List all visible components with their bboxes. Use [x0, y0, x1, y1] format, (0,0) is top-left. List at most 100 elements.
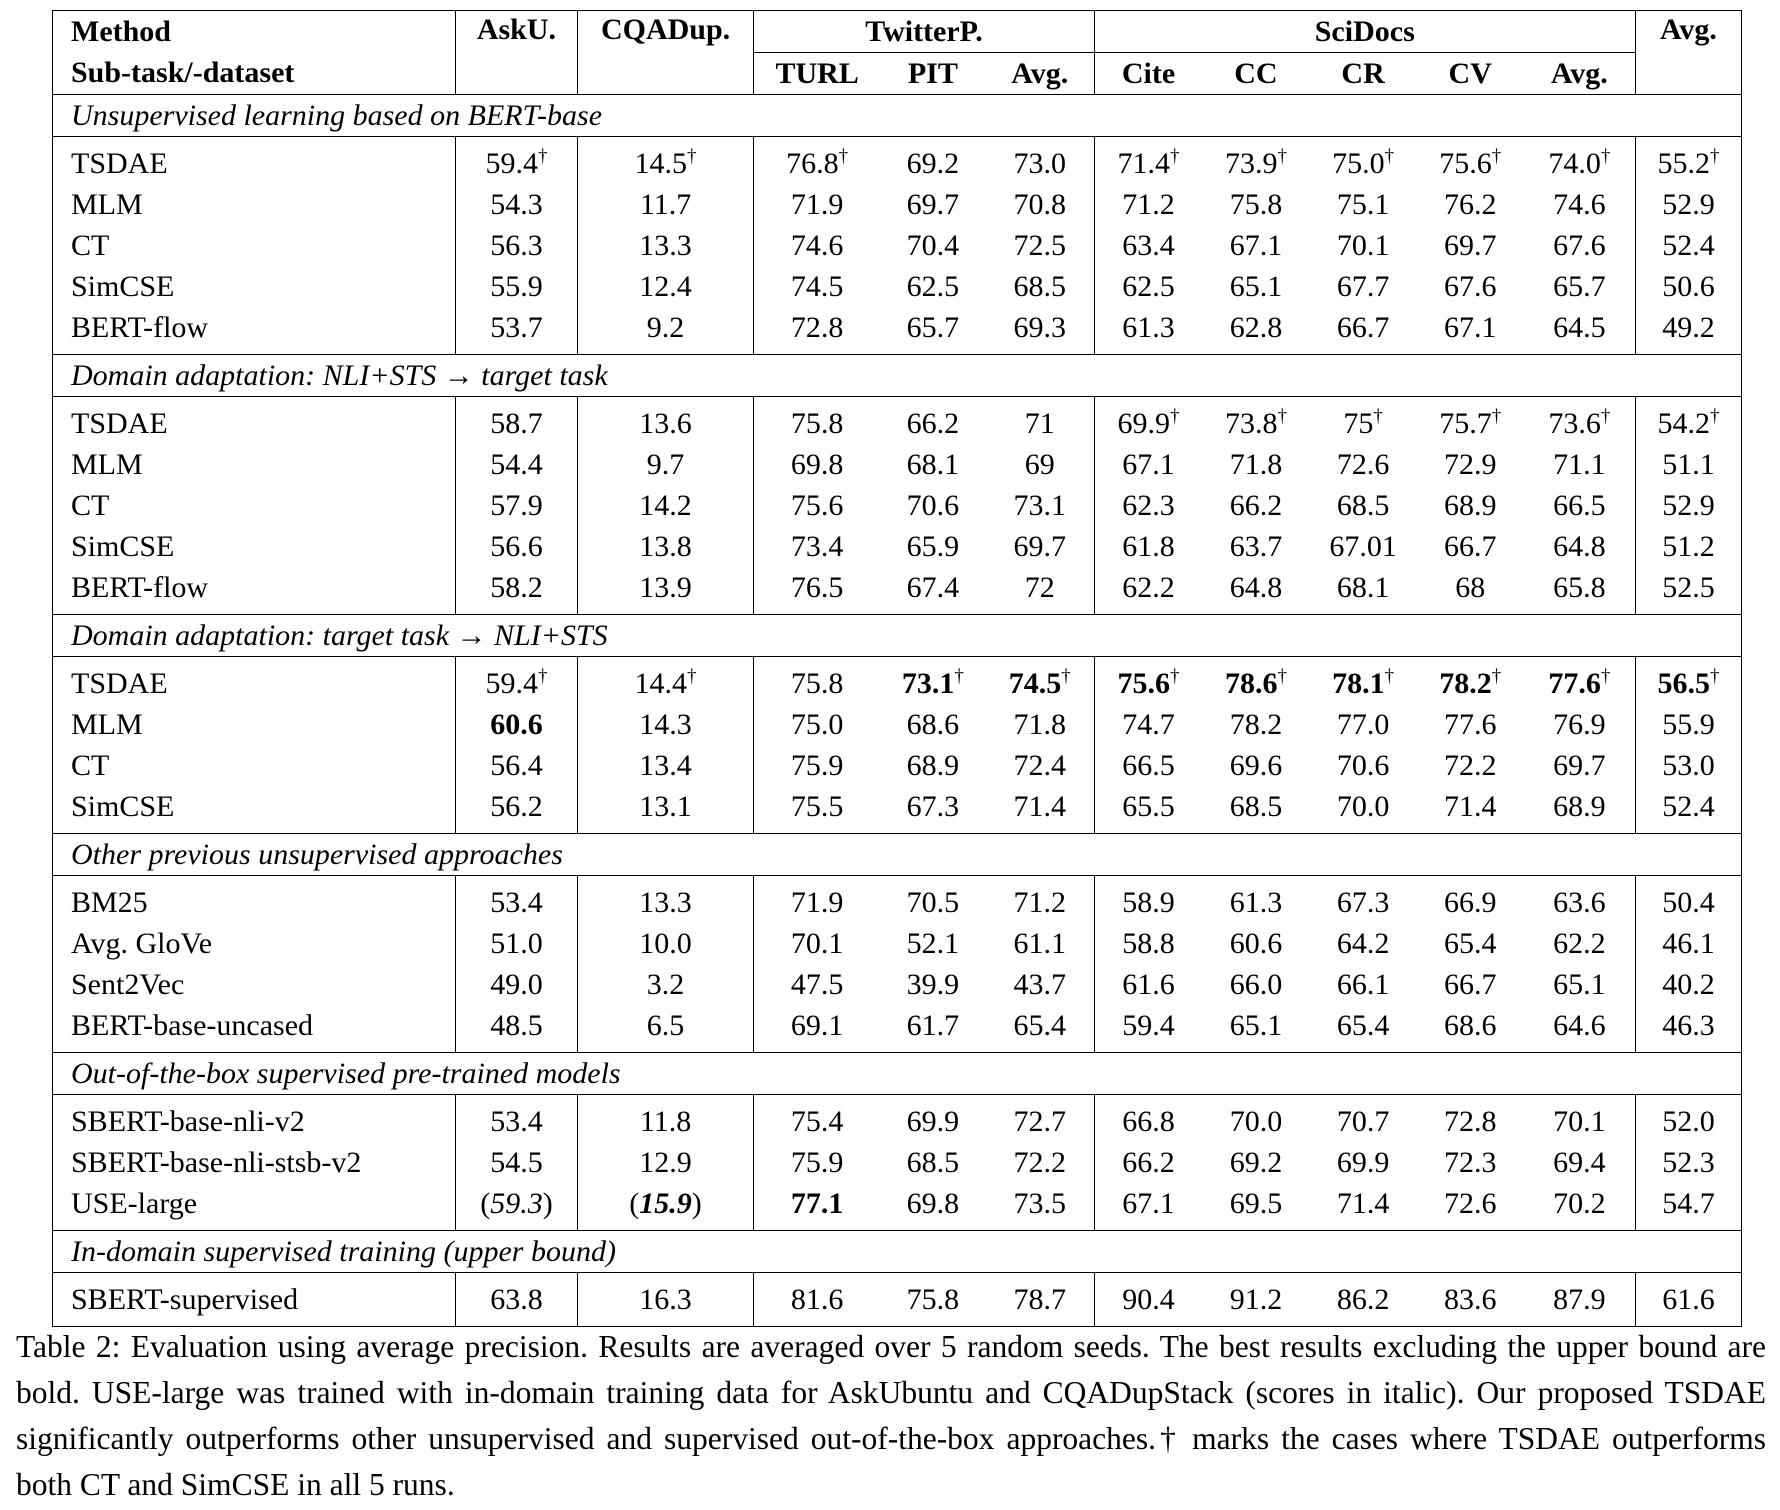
value-cell: 66.1: [1310, 964, 1417, 1005]
cell-value: 62.5: [1122, 269, 1175, 303]
value-cell: 61.6: [1635, 1272, 1743, 1327]
cell-value: 52.9: [1662, 488, 1715, 522]
cell-value: 56.5: [1657, 666, 1710, 700]
table-row: CT 57.9 14.2 75.6 70.6 73.1 62.3 66.2 68.5 68.9 66…: [51, 485, 1743, 526]
value-cell: 54.4: [455, 444, 578, 485]
value-cell: 62.8: [1202, 307, 1309, 355]
table-row: BERT-base-uncased 48.5 6.5 69.1 61.7 65.4 59.4…: [51, 1005, 1743, 1053]
dagger-mark: †: [1600, 405, 1611, 427]
value-cell: 58.8: [1094, 923, 1202, 964]
cell-value: 54.7: [1662, 1186, 1715, 1220]
table-row: USE-large (59.3) (15.9) 77.1 69.8 73.5 67.1 69.…: [51, 1183, 1743, 1231]
value-cell: 62.2: [1523, 923, 1636, 964]
cell-value: 62.3: [1122, 488, 1175, 522]
value-cell: 39.9: [880, 964, 986, 1005]
cell-value: 65.1: [1229, 269, 1283, 303]
table-row: BERT-flow 53.7 9.2 72.8 65.7 69.3 61.3 62.8 66.7…: [51, 307, 1743, 355]
value-cell: 52.3: [1635, 1142, 1743, 1183]
value-cell: 43.7: [985, 964, 1095, 1005]
cell-value: 54.5: [490, 1145, 543, 1179]
cell-value: 73.5: [1013, 1186, 1067, 1220]
cell-value: 65.4: [1013, 1008, 1067, 1042]
value-cell: 75†: [1310, 397, 1417, 445]
value-cell: 70.0: [1310, 786, 1417, 834]
table-row: MLM 60.6 14.3 75.0 68.6 71.8 74.7 78.2 77.0 77.6 7…: [51, 704, 1743, 745]
value-cell: 68.9: [880, 745, 986, 786]
cell-value: 72.6: [1443, 1186, 1497, 1220]
cell-value: 54.4: [490, 447, 543, 481]
value-cell: 70.5: [880, 876, 986, 924]
value-cell: 71: [985, 396, 1095, 444]
cell-value: 70.7: [1336, 1104, 1390, 1138]
cell-value: 52.4: [1662, 228, 1715, 262]
cell-value: 75: [1343, 406, 1374, 440]
value-cell: 68.6: [1417, 1005, 1524, 1053]
value-cell: 52.9: [1635, 184, 1743, 225]
cell-value: 11.7: [639, 187, 692, 221]
section-header-row: Other previous unsupervised approaches: [52, 833, 1742, 876]
value-cell: 3.2: [577, 964, 755, 1005]
cell-value: 13.3: [639, 885, 692, 919]
cell-value: 68: [1455, 570, 1486, 604]
value-cell: 51.1: [1635, 444, 1743, 485]
value-cell: 69.4: [1523, 1142, 1636, 1183]
results-table-container: Method AskU. CQADup. TwitterP. SciDocs A…: [51, 10, 1743, 1327]
cell-value: 56.6: [490, 529, 543, 563]
cell-value: 73.1: [901, 666, 955, 700]
cell-value: 53.4: [490, 885, 543, 919]
header-avg: Avg.: [1635, 10, 1743, 95]
value-cell: 46.3: [1635, 1005, 1743, 1053]
cell-value: 71.4: [1013, 789, 1067, 823]
cell-value: 69.8: [790, 447, 844, 481]
value-cell: 71.9: [754, 184, 880, 225]
value-cell: 61.8: [1094, 526, 1202, 567]
value-cell: 14.2: [577, 485, 755, 526]
value-cell: 68: [1417, 567, 1524, 615]
value-cell: 72.5: [985, 225, 1095, 266]
value-cell: 70.1: [754, 923, 880, 964]
section-title: Domain adaptation: NLI+STS → target task: [52, 354, 1742, 397]
header-twitterp: TwitterP.: [753, 10, 1095, 53]
table-header: Method AskU. CQADup. TwitterP. SciDocs A…: [51, 10, 1743, 95]
cell-value: 70.2: [1553, 1186, 1606, 1220]
value-cell: 51.0: [455, 923, 578, 964]
cell-value: 78.1: [1332, 666, 1385, 700]
cell-value: 66.0: [1229, 967, 1283, 1001]
method-cell: CT: [51, 745, 457, 786]
cell-value: 64.8: [1553, 529, 1606, 563]
value-cell: 68.5: [880, 1142, 986, 1183]
method-cell: SimCSE: [51, 526, 457, 567]
value-cell: 9.7: [577, 444, 755, 485]
value-cell: 78.7: [985, 1272, 1095, 1327]
value-cell: 56.3: [455, 225, 578, 266]
cell-value: 49.2: [1662, 310, 1715, 344]
value-cell: 69.9: [880, 1095, 986, 1143]
table-row: CT 56.3 13.3 74.6 70.4 72.5 63.4 67.1 70.1 69.7 67…: [51, 225, 1743, 266]
cell-value: 58.9: [1122, 885, 1175, 919]
cell-value: 69.6: [1229, 748, 1283, 782]
value-cell: 72.8: [1417, 1095, 1524, 1143]
cell-value: 52.5: [1662, 570, 1715, 604]
section-header-row: Domain adaptation: target task → NLI+STS: [52, 614, 1742, 657]
value-cell: 67.4: [880, 567, 986, 615]
cell-value: 10.0: [639, 926, 692, 960]
value-cell: 56.6: [455, 526, 578, 567]
header-cv: CV: [1448, 56, 1492, 90]
cell-value: 46.3: [1662, 1008, 1715, 1042]
value-cell: 63.6: [1523, 875, 1636, 923]
value-cell: 74.5†: [985, 656, 1095, 704]
value-cell: 13.1: [577, 786, 755, 834]
value-cell: 70.6: [1310, 745, 1417, 786]
cell-value: 72.4: [1013, 748, 1067, 782]
cell-value: 59.4: [485, 666, 538, 700]
value-cell: 69.9†: [1094, 397, 1202, 445]
value-cell: 60.6: [455, 704, 578, 745]
value-cell: 67.3: [880, 786, 986, 834]
value-cell: 62.5: [1094, 266, 1202, 307]
cell-value: 59.3: [490, 1186, 543, 1220]
cell-value: 70.4: [906, 228, 960, 262]
value-cell: 65.9: [880, 526, 986, 567]
cell-value: 71.9: [790, 885, 844, 919]
value-cell: 64.8: [1523, 526, 1636, 567]
cell-value: 47.5: [790, 967, 844, 1001]
